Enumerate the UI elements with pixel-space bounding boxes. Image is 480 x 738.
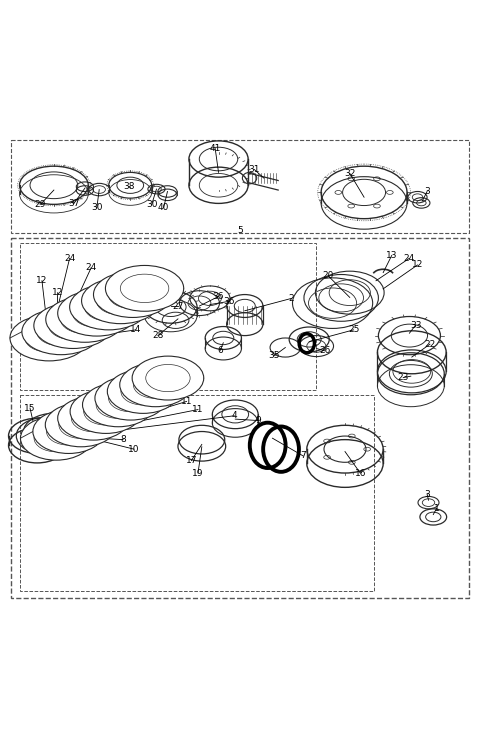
Ellipse shape <box>21 416 92 461</box>
Ellipse shape <box>58 290 136 336</box>
Text: 40: 40 <box>158 203 169 213</box>
Ellipse shape <box>96 391 141 418</box>
Text: 12: 12 <box>52 288 63 297</box>
Text: 13: 13 <box>386 251 397 260</box>
Text: 3: 3 <box>424 187 430 196</box>
Ellipse shape <box>84 398 128 425</box>
Text: 34: 34 <box>73 302 84 311</box>
Ellipse shape <box>33 410 105 453</box>
Ellipse shape <box>132 356 204 400</box>
Text: 39: 39 <box>98 312 110 321</box>
Text: 8: 8 <box>120 435 126 444</box>
Text: 14: 14 <box>130 325 142 334</box>
Ellipse shape <box>70 390 142 433</box>
Text: 32: 32 <box>344 169 356 178</box>
Ellipse shape <box>108 384 153 412</box>
Text: 41: 41 <box>209 144 221 153</box>
Ellipse shape <box>48 311 97 339</box>
Ellipse shape <box>94 272 172 317</box>
Text: 35: 35 <box>269 351 280 360</box>
Text: 29: 29 <box>35 200 46 209</box>
Text: 21: 21 <box>130 387 142 396</box>
Ellipse shape <box>70 284 148 330</box>
Ellipse shape <box>96 286 145 315</box>
Text: 9: 9 <box>255 416 261 425</box>
Ellipse shape <box>59 411 103 438</box>
Text: 30: 30 <box>146 200 157 209</box>
Text: 38: 38 <box>123 182 135 191</box>
Text: 23: 23 <box>397 373 409 382</box>
Text: 5: 5 <box>237 226 243 235</box>
Text: 4: 4 <box>231 411 237 420</box>
Ellipse shape <box>95 376 167 420</box>
Text: 6: 6 <box>217 346 223 356</box>
Ellipse shape <box>82 277 160 324</box>
Ellipse shape <box>120 274 169 303</box>
Ellipse shape <box>120 363 192 407</box>
Ellipse shape <box>45 403 117 446</box>
Text: 28: 28 <box>152 331 164 340</box>
Ellipse shape <box>72 299 121 328</box>
Ellipse shape <box>121 378 165 405</box>
Ellipse shape <box>106 266 184 311</box>
Text: 7: 7 <box>300 452 306 461</box>
Text: 25: 25 <box>348 325 359 334</box>
Ellipse shape <box>46 297 124 342</box>
Ellipse shape <box>83 383 154 427</box>
Text: 16: 16 <box>355 469 366 477</box>
Text: 15: 15 <box>24 404 36 413</box>
Ellipse shape <box>108 370 179 413</box>
Text: 22: 22 <box>424 339 435 348</box>
Text: 11: 11 <box>181 397 192 406</box>
Ellipse shape <box>34 303 112 348</box>
Text: 36: 36 <box>213 292 224 301</box>
Text: 12: 12 <box>36 276 48 285</box>
Ellipse shape <box>10 315 88 361</box>
Ellipse shape <box>84 293 133 321</box>
Text: 17: 17 <box>186 456 197 465</box>
Text: 26: 26 <box>319 346 331 356</box>
Text: 18: 18 <box>58 426 69 435</box>
Text: 19: 19 <box>192 469 204 477</box>
Ellipse shape <box>37 317 85 346</box>
Text: 33: 33 <box>410 320 421 330</box>
Text: 10: 10 <box>128 445 140 454</box>
Text: 2: 2 <box>289 294 294 303</box>
Ellipse shape <box>34 424 78 452</box>
Text: 18: 18 <box>49 416 60 425</box>
Text: 37: 37 <box>68 199 80 208</box>
Text: 1: 1 <box>434 504 440 513</box>
Text: 14: 14 <box>119 318 130 327</box>
Text: 3: 3 <box>424 489 430 499</box>
Text: 12: 12 <box>412 261 423 269</box>
Text: 11: 11 <box>192 405 204 414</box>
Ellipse shape <box>58 396 129 440</box>
Text: 27: 27 <box>172 302 184 311</box>
Ellipse shape <box>47 418 91 445</box>
Text: 36: 36 <box>224 297 235 306</box>
Ellipse shape <box>25 324 73 352</box>
Ellipse shape <box>146 365 190 392</box>
Text: 20: 20 <box>323 272 334 280</box>
Text: 30: 30 <box>91 203 103 213</box>
Text: 31: 31 <box>249 165 260 174</box>
Ellipse shape <box>60 306 109 334</box>
Text: 24: 24 <box>404 254 415 263</box>
Ellipse shape <box>22 309 100 355</box>
Ellipse shape <box>72 404 116 432</box>
Text: 24: 24 <box>64 254 75 263</box>
Text: 24: 24 <box>85 263 97 272</box>
Ellipse shape <box>133 371 178 399</box>
Ellipse shape <box>108 280 157 308</box>
